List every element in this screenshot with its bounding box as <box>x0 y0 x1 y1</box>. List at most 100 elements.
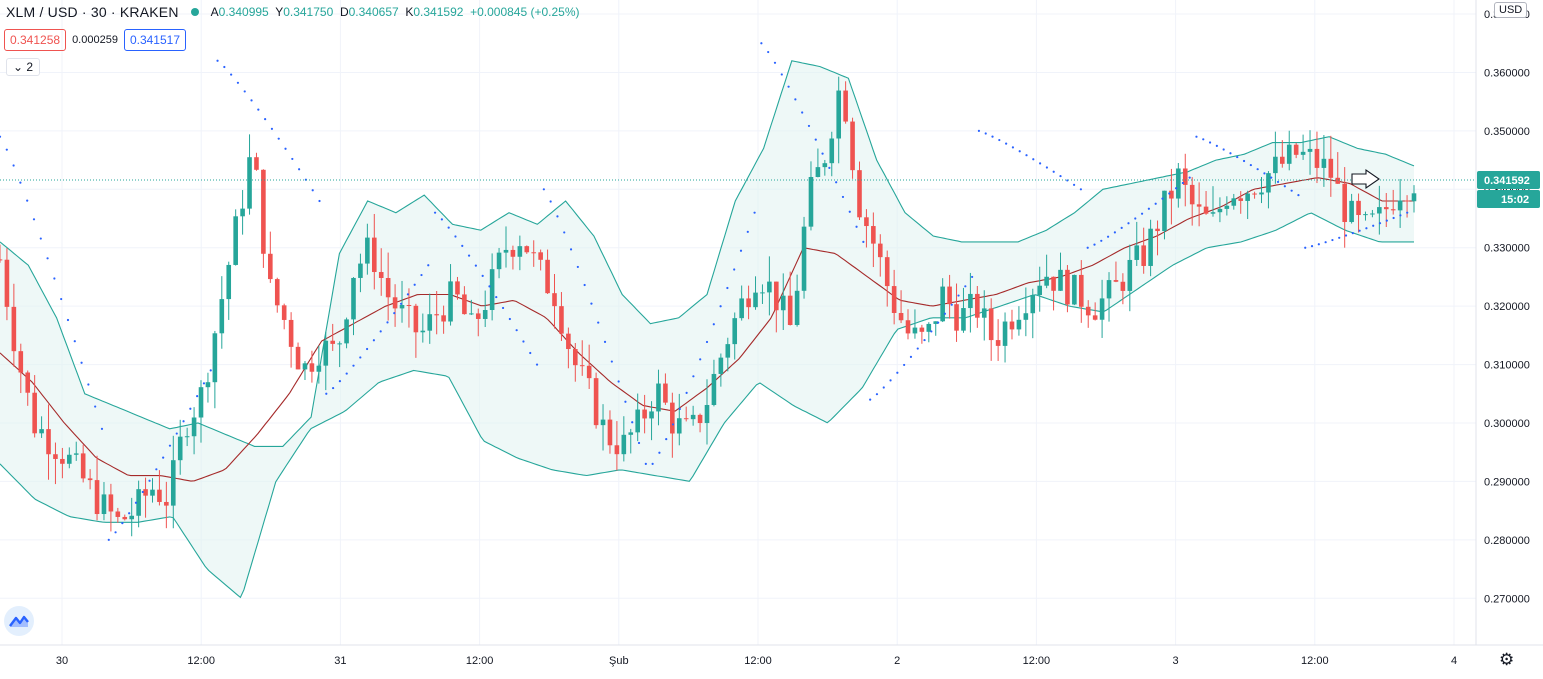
candle-body <box>274 279 280 306</box>
candle <box>1377 185 1382 235</box>
x-tick-label: 12:00 <box>1023 655 1051 667</box>
candle-body <box>427 314 433 331</box>
candle <box>642 394 647 434</box>
x-tick-label: 2 <box>894 655 900 667</box>
sar-dot <box>427 264 430 267</box>
sar-dot <box>284 147 287 150</box>
candle-body <box>836 90 841 139</box>
candle <box>871 212 876 268</box>
sar-dot <box>270 127 274 130</box>
candle-body <box>330 340 336 344</box>
candle <box>240 190 245 235</box>
sar-dot <box>597 321 600 324</box>
sar-dot <box>1406 211 1409 214</box>
indicators-toggle-button[interactable]: ⌄ 2 <box>6 58 41 76</box>
sar-dot <box>855 225 858 228</box>
candle-body <box>302 363 308 370</box>
sar-dot <box>250 99 253 102</box>
spread-value: 0.000259 <box>72 34 118 46</box>
candle-body <box>226 264 232 300</box>
sell-price-button[interactable]: 0.341258 <box>4 29 67 51</box>
sar-dot <box>53 277 56 280</box>
indicators-count: 2 <box>26 60 34 74</box>
candle-body <box>164 501 169 506</box>
sar-dot <box>1052 170 1055 173</box>
sar-dot <box>1025 154 1028 157</box>
candle <box>1023 287 1029 337</box>
candle-body <box>1252 193 1257 195</box>
sar-dot <box>264 118 267 121</box>
candle-body <box>247 157 252 209</box>
candle-body <box>385 278 391 298</box>
candle <box>995 319 1001 361</box>
candle <box>926 322 932 343</box>
candle <box>573 342 578 382</box>
candle <box>219 276 225 349</box>
candle-body <box>448 281 453 322</box>
candle-body <box>1280 156 1285 164</box>
sar-dot <box>773 61 777 64</box>
candle <box>392 284 398 327</box>
sar-dot <box>386 321 389 324</box>
sar-dot <box>515 329 518 332</box>
currency-button[interactable]: USD <box>1494 2 1528 18</box>
candle <box>559 292 564 341</box>
candle-body <box>732 318 738 345</box>
sar-dot <box>168 444 172 447</box>
candle <box>1356 193 1361 233</box>
candle <box>891 269 897 325</box>
low-value: 0.340657 <box>348 5 399 19</box>
candle <box>469 299 474 316</box>
tradingview-logo-icon[interactable] <box>4 606 34 636</box>
candle <box>635 393 640 442</box>
candle-body <box>1009 321 1015 330</box>
sar-dot <box>365 347 369 351</box>
sar-dot <box>583 283 586 287</box>
sar-dot <box>1304 246 1307 249</box>
candle <box>4 248 10 321</box>
candle <box>150 478 155 503</box>
candle-body <box>1141 245 1146 266</box>
candle <box>1307 130 1313 175</box>
buy-price-button[interactable]: 0.341517 <box>123 29 187 51</box>
symbol-title[interactable]: XLM / USD · 30 · KRAKEN <box>6 4 179 20</box>
candle <box>1058 252 1063 292</box>
candle-body <box>711 373 717 405</box>
sar-dot <box>372 339 375 342</box>
candle <box>330 323 336 351</box>
sar-dot <box>107 538 110 541</box>
candle <box>489 253 495 321</box>
candle-body <box>586 365 592 379</box>
candle <box>1189 177 1195 226</box>
candle <box>226 261 232 320</box>
sar-dot <box>291 157 294 161</box>
candle <box>60 447 65 479</box>
candle <box>1169 168 1174 225</box>
candle <box>767 256 772 316</box>
candle <box>268 231 273 283</box>
candle-body <box>323 340 329 366</box>
candle <box>843 81 848 124</box>
candle <box>448 264 453 326</box>
candle <box>1238 191 1244 214</box>
candle <box>0 244 3 263</box>
candle-body <box>1404 200 1410 202</box>
candle <box>774 281 779 333</box>
candle-body <box>191 417 197 437</box>
sar-dot <box>1242 159 1246 163</box>
candle-body <box>988 308 994 341</box>
candle <box>46 404 51 480</box>
candle <box>607 410 613 454</box>
gear-icon[interactable]: ⚙ <box>1499 650 1515 669</box>
candle <box>288 312 294 368</box>
sar-dot <box>1086 246 1089 249</box>
candle-body <box>614 445 620 455</box>
candle-body <box>18 351 24 373</box>
candle-body <box>462 294 467 315</box>
sar-dot <box>420 273 423 277</box>
candle-body <box>489 269 495 311</box>
y-tick-label: 0.270000 <box>1484 593 1530 605</box>
sar-dot <box>12 164 15 167</box>
sar-dot <box>66 318 70 322</box>
